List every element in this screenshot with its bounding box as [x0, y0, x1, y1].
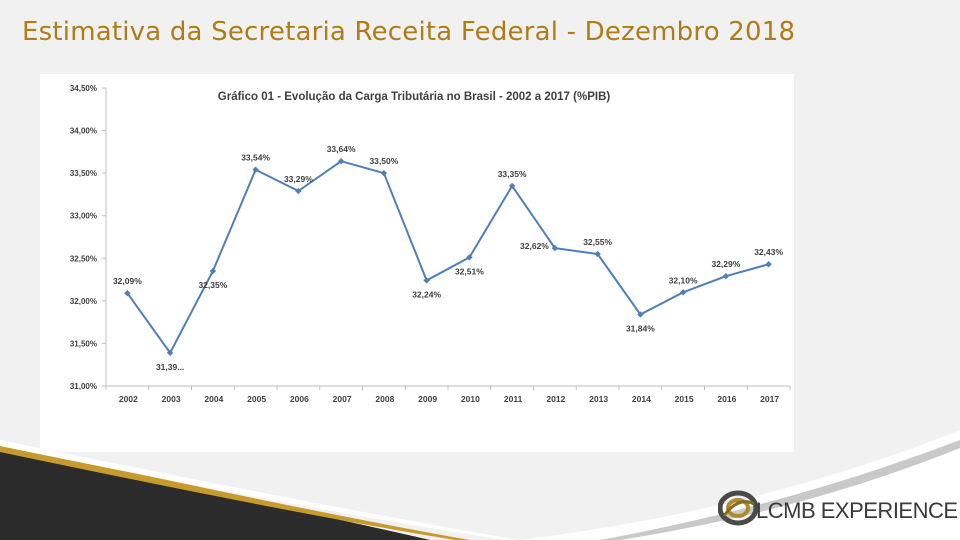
data-label: 32,09%	[113, 276, 142, 286]
data-point	[466, 254, 473, 261]
company-logo	[718, 490, 759, 526]
data-label: 33,35%	[498, 169, 527, 179]
data-point	[124, 289, 131, 297]
x-tick-label: 2011	[504, 394, 523, 404]
data-point	[380, 169, 388, 177]
data-point	[679, 289, 687, 296]
data-point	[209, 267, 217, 275]
data-label: 33,29%	[284, 174, 313, 184]
y-tick-label: 31,00%	[70, 382, 97, 391]
x-tick-label: 2012	[546, 394, 565, 404]
data-point	[337, 158, 345, 165]
chart-title: Gráfico 01 - Evolução da Carga Tributári…	[218, 91, 611, 103]
y-tick-label: 32,50%	[70, 254, 97, 263]
data-point	[551, 244, 559, 252]
x-tick-label: 2006	[290, 394, 309, 404]
data-point	[252, 166, 259, 173]
data-label: 31,39...	[156, 362, 184, 372]
data-label: 32,35%	[198, 280, 227, 290]
data-label: 33,64%	[327, 144, 356, 154]
data-label: 32,29%	[711, 259, 740, 269]
data-label: 32,55%	[583, 237, 612, 247]
x-tick-label: 2017	[760, 394, 779, 404]
y-tick-label: 34,00%	[70, 127, 97, 136]
y-tick-label: 32,00%	[70, 297, 97, 306]
x-tick-label: 2005	[247, 394, 266, 404]
x-tick-label: 2014	[632, 394, 651, 404]
data-label: 32,24%	[412, 289, 441, 299]
data-point	[166, 349, 174, 356]
data-label: 32,10%	[669, 275, 698, 285]
x-tick-label: 2008	[375, 394, 394, 404]
data-point	[423, 277, 430, 284]
data-label: 32,62%	[520, 241, 549, 251]
y-tick-label: 33,00%	[70, 212, 97, 221]
chart-panel: Gráfico 01 - Evolução da Carga Tributári…	[40, 74, 794, 452]
data-point	[765, 261, 772, 268]
x-tick-label: 2016	[717, 394, 736, 404]
data-label: 31,84%	[626, 323, 655, 333]
x-tick-label: 2015	[675, 394, 694, 404]
x-tick-label: 2002	[119, 394, 138, 404]
x-tick-label: 2003	[162, 394, 181, 404]
x-tick-label: 2010	[461, 394, 480, 404]
y-tick-label: 33,50%	[70, 169, 97, 178]
data-point	[508, 182, 516, 190]
data-label: 33,50%	[369, 156, 398, 166]
series-line	[126, 160, 769, 355]
data-point	[722, 272, 730, 280]
logo-text: LCMB EXPERIENCE	[756, 498, 958, 523]
y-tick-label: 34,50%	[70, 84, 97, 93]
x-tick-label: 2004	[204, 394, 223, 404]
line-chart: Gráfico 01 - Evolução da Carga Tributári…	[70, 84, 791, 404]
logo-mark-icon	[718, 490, 759, 526]
data-point	[594, 250, 601, 258]
slide-title: Estimativa da Secretaria Receita Federal…	[22, 17, 796, 47]
data-label: 33,54%	[241, 153, 270, 163]
data-label: 32,51%	[455, 266, 484, 276]
x-tick-label: 2007	[333, 394, 352, 404]
x-tick-label: 2009	[418, 394, 437, 404]
data-label: 32,43%	[754, 247, 783, 257]
footer-decoration	[0, 430, 960, 540]
data-point	[637, 311, 644, 318]
y-tick-label: 31,50%	[70, 339, 97, 348]
x-tick-label: 2013	[589, 394, 608, 404]
